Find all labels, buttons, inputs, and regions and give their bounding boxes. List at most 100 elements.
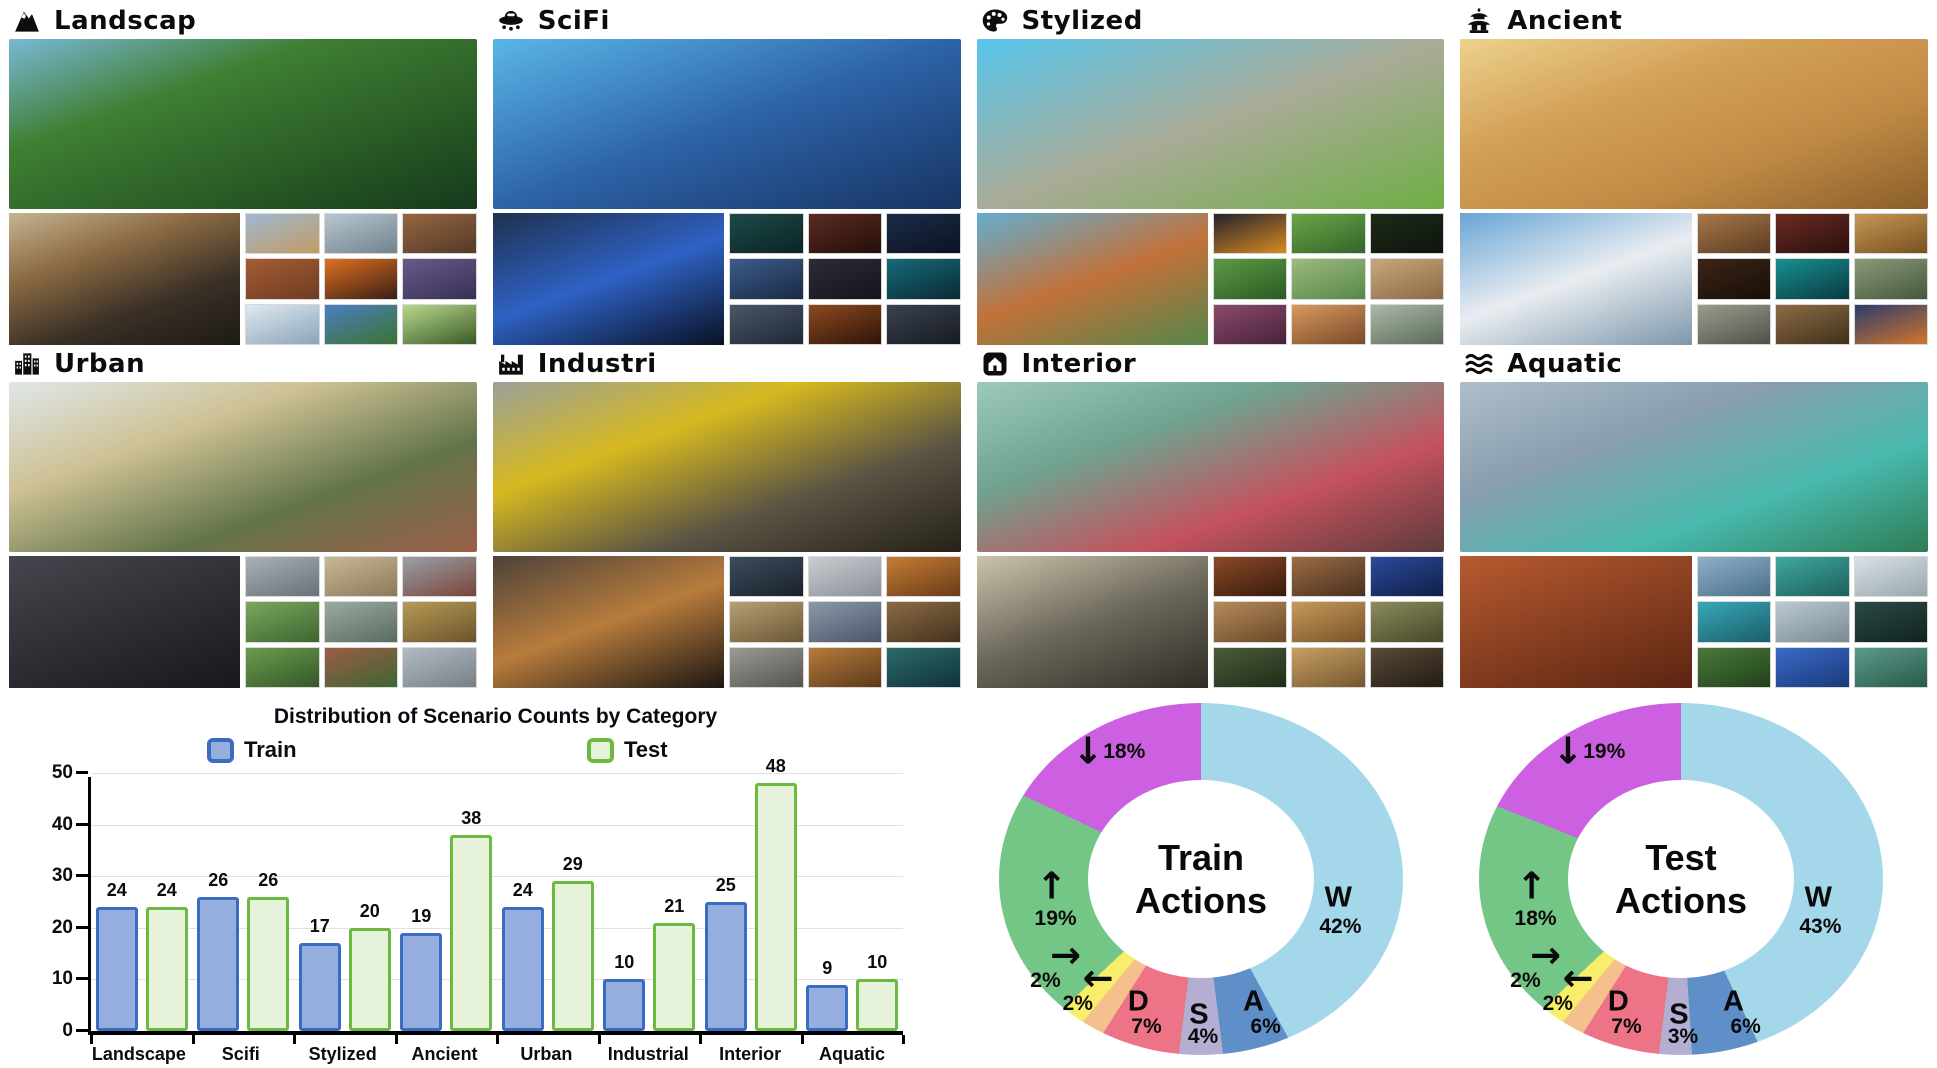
thumbnail-image <box>402 601 477 643</box>
medium-image <box>1460 213 1692 345</box>
thumbnail-image <box>1291 213 1366 255</box>
x-axis-tick-mark <box>699 1035 702 1044</box>
slice-percent-label: 19% <box>1034 907 1077 931</box>
thumbnail-image <box>1291 556 1366 598</box>
bar-group: 9 10 <box>806 952 899 1031</box>
category-title: Landscap <box>54 5 197 36</box>
slice-letter-label: A <box>1243 985 1264 1018</box>
thumbnail-image <box>1291 303 1366 345</box>
thumbnail-image <box>729 213 804 255</box>
slice-percent-label: 2% <box>1030 969 1061 993</box>
y-axis-tick-label: 40 <box>51 813 73 835</box>
donut-center: Train Actions <box>1088 780 1314 978</box>
thumbnail-image <box>245 646 320 688</box>
thumbnail-image <box>807 213 883 255</box>
category-panel: Interior <box>976 345 1445 688</box>
y-axis-tick-label: 30 <box>51 865 73 887</box>
gridline <box>91 824 903 826</box>
x-axis-category-label: Aquatic <box>819 1044 886 1064</box>
bar-value-label: 29 <box>562 854 583 875</box>
thumbnail-grid <box>1696 213 1928 345</box>
bar-groups: 24 24 26 26 17 20 19 38 24 29 10 21 25 48 9 10 <box>91 756 903 1031</box>
bar-wrap: 24 <box>95 880 138 1031</box>
y-axis-tick-label: 10 <box>51 968 73 990</box>
thumbnail-image <box>1853 646 1928 688</box>
charts-row: Distribution of Scenario Counts by Categ… <box>0 697 1937 1065</box>
bar-value-label: 10 <box>614 952 635 973</box>
category-title: SciFi <box>537 5 610 36</box>
bar-wrap: 9 <box>806 958 849 1031</box>
test-bar <box>754 783 797 1031</box>
train-bar <box>95 907 138 1031</box>
slice-percent-label: 6% <box>1730 1014 1761 1038</box>
thumbnail-image <box>402 646 477 688</box>
hero-image <box>492 39 961 209</box>
thumbnail-image <box>1212 303 1288 345</box>
thumbnail-image <box>1775 258 1850 300</box>
thumbnail-image <box>1853 258 1928 300</box>
panel-header: SciFi <box>493 2 961 39</box>
thumbnail-image <box>1369 646 1445 688</box>
hero-image <box>9 39 477 209</box>
thumbnail-image <box>1775 303 1850 345</box>
x-axis-tick-mark <box>293 1035 296 1044</box>
bar-value-label: 48 <box>765 756 786 777</box>
panel-thumbnails-row <box>9 556 477 688</box>
thumbnail-image <box>402 258 477 300</box>
thumbnail-image <box>1853 213 1928 255</box>
panel-header: Aquatic <box>1460 345 1928 382</box>
x-axis-category-label: Scifi <box>221 1044 260 1064</box>
thumbnail-image <box>807 303 883 345</box>
y-axis-tick-mark <box>76 822 88 826</box>
bar-wrap: 38 <box>450 808 493 1031</box>
thumbnail-image <box>1369 601 1445 643</box>
train-bar <box>400 932 443 1031</box>
legend-item-test: Test <box>587 737 668 763</box>
thumbnail-image <box>1775 646 1850 688</box>
y-axis-tick-mark <box>76 771 88 774</box>
bar-value-label: 26 <box>208 869 229 890</box>
thumbnail-grid <box>245 556 477 688</box>
thumbnail-grid <box>729 556 961 688</box>
bar-wrap: 17 <box>298 916 341 1031</box>
panel-thumbnails-row <box>9 213 477 345</box>
donut-center-title: Test <box>1645 836 1717 878</box>
thumbnail-image <box>323 646 399 688</box>
slice-percent-label: 18% <box>1103 740 1146 764</box>
bar-value-label: 24 <box>156 880 177 901</box>
thumbnail-image <box>807 258 883 300</box>
panel-header: Ancient <box>1460 2 1928 39</box>
thumbnail-image <box>886 213 961 255</box>
test-actions-donut: W 43% A 6% S 3% D 7% ← 2% → 2% ↑ 18% ↓ 19% Test Actions <box>1444 697 1918 1065</box>
x-axis-tick-mark <box>90 1035 93 1044</box>
train-bar <box>501 907 544 1031</box>
category-panel: SciFi <box>492 2 961 345</box>
thumbnail-image <box>729 646 804 688</box>
panel-thumbnails-row <box>976 556 1445 688</box>
medium-image <box>1460 556 1692 688</box>
arrow-slice-label: ← <box>1562 956 1594 1000</box>
thumbnail-image <box>1775 556 1850 598</box>
bar-group: 26 26 <box>197 870 290 1031</box>
panel-header: Landscap <box>9 2 477 39</box>
arrow-slice-label: ← <box>1082 956 1114 1000</box>
mountain-icon <box>11 6 43 36</box>
thumbnail-image <box>807 556 883 598</box>
thumbnail-image <box>245 303 320 345</box>
bar-group: 10 21 <box>603 896 696 1031</box>
thumbnail-image <box>729 258 804 300</box>
category-panel: Landscap <box>9 2 477 345</box>
thumbnail-grid <box>729 213 961 345</box>
thumbnail-image <box>402 213 477 255</box>
bar-wrap: 26 <box>247 870 290 1031</box>
category-title: Industri <box>537 348 657 379</box>
x-axis-category-label: Interior <box>719 1044 782 1064</box>
thumbnail-image <box>1212 601 1288 643</box>
y-axis-tick-label: 20 <box>51 916 73 938</box>
arrow-slice-label: ↓ <box>1072 729 1104 773</box>
category-title: Stylized <box>1021 5 1143 36</box>
bar-wrap: 26 <box>197 870 240 1031</box>
x-axis-category-label: Stylized <box>308 1044 377 1064</box>
thumbnail-image <box>323 303 399 345</box>
